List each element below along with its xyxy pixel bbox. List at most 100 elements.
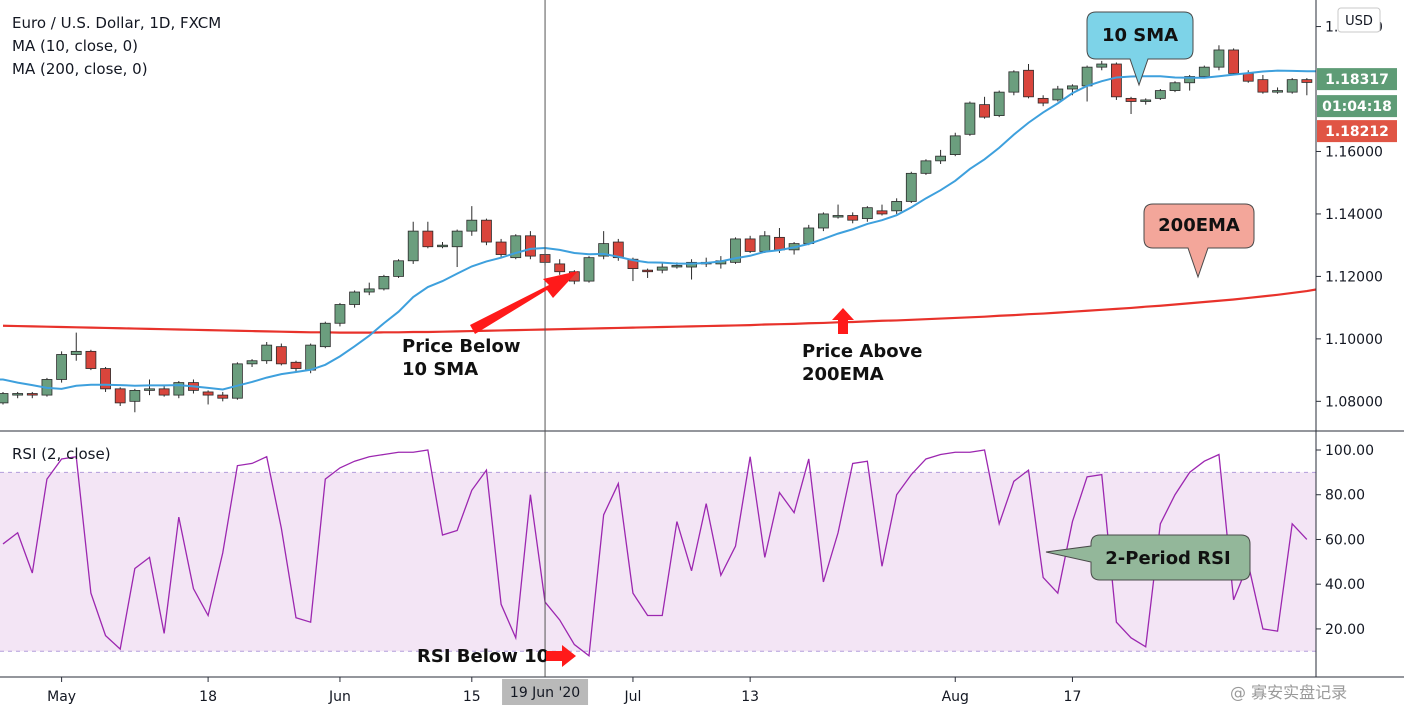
candle [1096, 60, 1108, 71]
candle-body [217, 394, 229, 399]
candle [56, 351, 67, 383]
date-label: 18 [199, 689, 217, 705]
candle [847, 212, 859, 224]
candle [1140, 98, 1152, 105]
candle-body [949, 135, 961, 155]
candle-body [671, 265, 683, 268]
callout-sma-label: 10 SMA [1102, 25, 1178, 46]
candle-body [158, 388, 170, 396]
candle-body [832, 215, 844, 218]
candle-body [1272, 90, 1283, 93]
candle [1228, 48, 1239, 75]
candle [129, 388, 141, 413]
candle [407, 221, 419, 264]
candle-body [993, 91, 1005, 116]
candle-body [964, 102, 976, 135]
candle [583, 256, 595, 283]
candle [1023, 64, 1034, 99]
candle-body [1067, 85, 1078, 90]
candle [114, 387, 126, 407]
candle-body [744, 238, 756, 252]
candle [979, 96, 990, 119]
candle-body [114, 388, 126, 404]
candle [1272, 87, 1283, 94]
candle-body [920, 160, 932, 174]
candle-body [1242, 72, 1254, 82]
candle [525, 231, 536, 260]
candle-body [422, 230, 434, 248]
candle-body [85, 350, 97, 369]
candle [876, 204, 888, 216]
candle-body [510, 235, 522, 259]
candle [935, 149, 946, 164]
candle-body [363, 288, 375, 293]
candle-body [451, 230, 463, 248]
rsi-tick-label: 40.00 [1325, 577, 1365, 593]
rsi-tick-label: 100.00 [1325, 443, 1374, 459]
currency-button[interactable] [1337, 7, 1381, 33]
candle-body [686, 261, 697, 268]
candle [202, 390, 214, 405]
candle [1257, 74, 1269, 94]
candle-body [1184, 76, 1196, 84]
candle-body [598, 243, 610, 257]
date-label: Jun [328, 689, 351, 705]
candle-body [642, 269, 653, 273]
candle [0, 391, 9, 405]
candle-body [319, 322, 331, 348]
candle [964, 101, 976, 136]
candle [26, 391, 38, 399]
candle [217, 391, 229, 402]
candle [144, 379, 155, 396]
candle [744, 235, 756, 253]
candle [861, 206, 873, 222]
sma10-series [0, 69, 1316, 391]
legend-sma10: MA (10, close, 0) [12, 37, 138, 55]
price-above-arrow [832, 308, 854, 334]
candle-body [56, 354, 67, 380]
candle [290, 360, 302, 372]
candle-body [129, 389, 141, 402]
candle-body [1096, 63, 1108, 68]
annotation-rsi-below: RSI Below 10 [417, 646, 549, 667]
candle [1169, 81, 1181, 93]
candle-body [891, 201, 903, 212]
candle-body [1111, 63, 1122, 98]
candle-body [1081, 66, 1093, 87]
price-tick-label: 1.14000 [1325, 207, 1383, 223]
candle-body [261, 344, 273, 362]
candle [891, 198, 903, 214]
candle [730, 237, 741, 264]
chart-title: Euro / U.S. Dollar, 1D, FXCM [12, 14, 221, 32]
annotation-price-below-line2: 10 SMA [402, 359, 478, 380]
price-tick-label: 1.12000 [1325, 269, 1383, 285]
candle-body [466, 219, 478, 232]
price-badge [1317, 68, 1397, 91]
candle-body [847, 215, 859, 221]
price-badge-label: 1.18212 [1325, 124, 1389, 140]
candle [466, 206, 478, 236]
candle-body [437, 244, 448, 248]
date-label: 13 [741, 689, 759, 705]
sma10-line [0, 69, 1316, 391]
date-label: 17 [1064, 689, 1082, 705]
candle-body [26, 393, 38, 396]
candle-body [1052, 88, 1064, 101]
candle-body [202, 391, 214, 396]
candle [261, 341, 273, 364]
crosshair-date-badge [502, 679, 589, 705]
candle-body [1257, 79, 1269, 93]
candle [1037, 95, 1049, 107]
candle [378, 274, 390, 291]
candle-body [979, 104, 990, 118]
candle [100, 366, 111, 392]
candle [275, 343, 287, 366]
candle-body [861, 207, 873, 220]
price-badge-label: 1.18317 [1325, 72, 1389, 88]
candle-body [334, 304, 346, 324]
rsi-line [2, 449, 1308, 657]
candle-body [495, 241, 507, 255]
callout-rsi-bubble [1045, 534, 1251, 581]
candle [319, 321, 331, 349]
candle-body [1154, 90, 1166, 99]
